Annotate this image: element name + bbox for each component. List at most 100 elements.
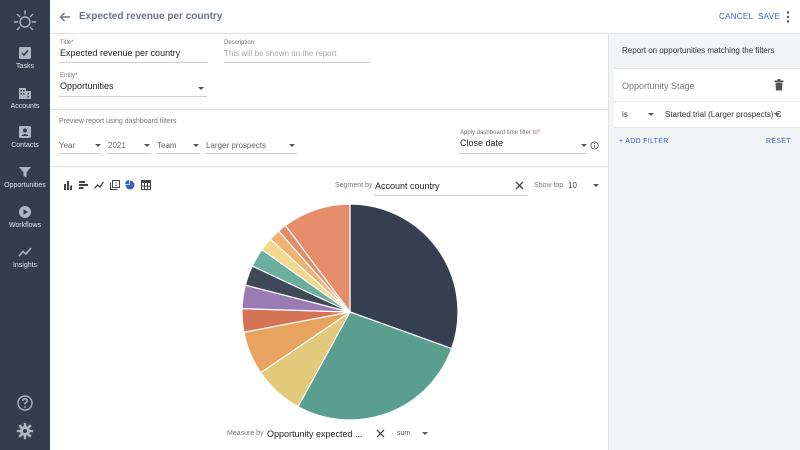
show-top-label: Show top (534, 182, 564, 189)
clear-measure-icon[interactable] (376, 429, 385, 438)
measure-by-label: Measure by (227, 430, 264, 437)
filter-value-select[interactable]: Started trial (Larger prospects) C (665, 110, 782, 119)
required-mark: * (537, 130, 541, 136)
aggregation-caret-icon[interactable] (422, 432, 428, 435)
accounts-icon (19, 88, 31, 99)
entity-select[interactable]: Opportunities (60, 81, 114, 91)
segment-by-select[interactable]: Account country (375, 181, 440, 191)
sidebar: Tasks Accounts Contacts Opportunities (0, 0, 50, 450)
time-filter-caret-icon[interactable] (581, 144, 587, 147)
tasks-icon (19, 47, 31, 59)
clear-segment-icon[interactable] (515, 181, 524, 190)
settings-gear-icon[interactable] (16, 422, 34, 440)
nav-item-accounts[interactable]: Accounts (0, 86, 50, 110)
nav-label-insights: Insights (12, 262, 38, 269)
page-title: Expected revenue per country (79, 11, 223, 22)
title-field-label: Title (60, 40, 72, 46)
filter-name: Opportunity Stage (622, 81, 695, 91)
year-underline (58, 153, 102, 154)
cancel-button[interactable]: CANCEL (719, 12, 754, 21)
segment-by-label: Segment by (335, 182, 373, 189)
team-underline (156, 153, 200, 154)
segment-filter-select[interactable]: Larger prospects (206, 141, 267, 150)
section-divider (50, 109, 608, 110)
nav-label-contacts: Contacts (11, 142, 39, 149)
filters-panel: Report on opportunities matching the fil… (608, 34, 800, 450)
filter-value-caret-icon[interactable] (774, 113, 780, 116)
title-input[interactable]: Expected revenue per country (60, 48, 181, 58)
table-icon[interactable] (141, 180, 151, 190)
year-number-caret-icon[interactable] (144, 144, 150, 147)
required-mark: * (71, 40, 74, 46)
svg-text:1: 1 (114, 182, 117, 188)
time-filter-field[interactable]: Apply dashboard time filter to* Close da… (460, 130, 540, 148)
pie-slice-1[interactable] (349, 203, 459, 350)
team-caret-icon[interactable] (193, 144, 199, 147)
entity-field-label: Entity (60, 73, 76, 79)
pie-slice-12[interactable] (284, 203, 351, 314)
pie-slice-2[interactable] (297, 311, 453, 421)
nav-item-workflows[interactable]: Workflows (0, 205, 50, 229)
preview-divider (50, 166, 608, 167)
info-icon[interactable] (590, 141, 599, 150)
description-underline (224, 62, 370, 63)
description-field[interactable]: Description This will be shown on the re… (224, 40, 337, 58)
measure-by-select[interactable]: Opportunity expected ... (267, 429, 363, 439)
title-underline (59, 62, 208, 63)
team-select[interactable]: Team (157, 141, 177, 150)
more-vert-icon[interactable] (784, 10, 792, 24)
nav-item-tasks[interactable]: Tasks (0, 46, 50, 70)
preview-filters-label: Preview report using dashboard filters (59, 118, 177, 125)
segment-filter-underline (205, 153, 297, 154)
entity-caret-icon[interactable] (198, 87, 204, 90)
filter-operator-select[interactable]: is (622, 110, 628, 119)
entity-underline (59, 96, 207, 97)
funnel-icon (19, 167, 31, 178)
year-number-underline (107, 153, 151, 154)
time-filter-underline (459, 153, 587, 154)
description-input[interactable]: This will be shown on the report (224, 49, 337, 58)
add-filter-button[interactable]: + ADD FILTER (619, 138, 669, 145)
number-card-icon[interactable]: 1 (110, 180, 120, 190)
back-arrow-icon[interactable] (58, 10, 72, 24)
nav-item-insights[interactable]: Insights (0, 245, 50, 269)
aggregation-select[interactable]: sum (397, 430, 411, 437)
filter-card: Opportunity Stage is Started trial (Larg… (614, 68, 800, 128)
header-bar: Expected revenue per country CANCEL SAVE (50, 0, 800, 34)
year-caret-icon[interactable] (95, 144, 101, 147)
time-filter-select[interactable]: Close date (460, 138, 504, 148)
bar-chart-icon[interactable] (63, 180, 73, 190)
nav-label-workflows: Workflows (8, 222, 42, 229)
horizontal-bar-chart-icon[interactable] (79, 180, 89, 190)
segment-filter-caret-icon[interactable] (289, 144, 295, 147)
trend-icon (18, 247, 32, 257)
nav-label-accounts: Accounts (10, 103, 40, 110)
pie-chart (241, 203, 459, 421)
save-button[interactable]: SAVE (758, 12, 780, 21)
add-filter-label: ADD FILTER (625, 138, 669, 145)
nav-label-opportunities: Opportunities (4, 182, 46, 189)
show-top-select[interactable]: 10 (568, 181, 577, 190)
title-field[interactable]: Title* Expected revenue per country (60, 40, 180, 58)
pie-chart-icon[interactable] (125, 180, 135, 190)
segment-by-underline (374, 195, 528, 196)
nav-label-tasks: Tasks (16, 63, 34, 70)
filters-panel-title: Report on opportunities matching the fil… (622, 46, 775, 55)
required-mark: * (75, 73, 78, 79)
contacts-icon (19, 126, 31, 138)
nav-item-opportunities[interactable]: Opportunities (0, 165, 50, 189)
operator-caret-icon[interactable] (648, 113, 654, 116)
line-chart-icon[interactable] (94, 180, 104, 190)
help-icon[interactable] (16, 394, 34, 412)
time-filter-label: Apply dashboard time filter to (460, 130, 538, 136)
play-icon (19, 206, 31, 218)
reset-button[interactable]: RESET (766, 138, 791, 145)
logo-icon[interactable] (13, 9, 37, 33)
trash-icon[interactable] (774, 79, 784, 91)
nav-item-contacts[interactable]: Contacts (0, 125, 50, 149)
entity-field[interactable]: Entity* Opportunities (60, 73, 114, 91)
show-top-caret-icon[interactable] (593, 184, 599, 187)
year-select[interactable]: Year (59, 141, 76, 150)
description-field-label: Description (224, 40, 255, 46)
year-number-select[interactable]: 2021 (108, 141, 126, 150)
